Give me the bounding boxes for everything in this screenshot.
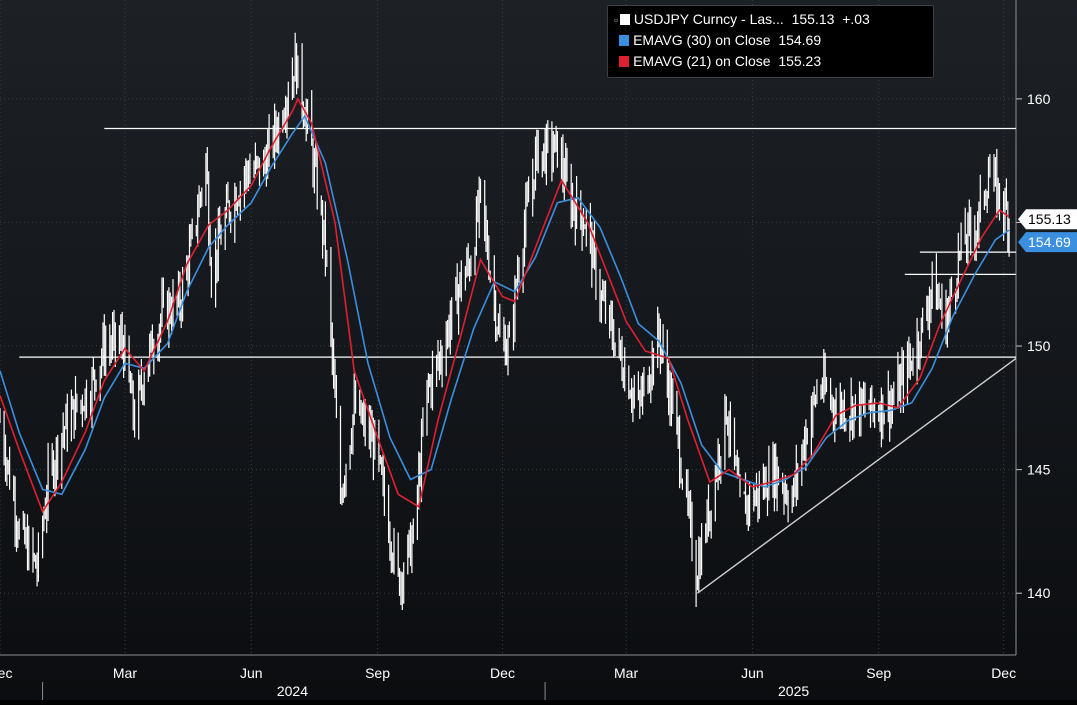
x-tick-label: Sep [866, 665, 891, 681]
x-tick-label: Mar [614, 665, 638, 681]
legend-item-price: ▫ USDJPY Curncy - Las... 155.13 +.03 [614, 9, 870, 29]
legend-tree-icon [614, 36, 617, 48]
legend-swatch-ema21 [619, 56, 630, 67]
legend-swatch-price [619, 14, 630, 25]
legend-label-ema30: EMAVG (30) on Close [633, 32, 771, 48]
ema30-last-tag-bg [1018, 232, 1077, 253]
year-label: 2024 [277, 683, 308, 699]
y-tick-label: 140 [1027, 585, 1051, 601]
legend-label-ema21: EMAVG (21) on Close [633, 53, 771, 69]
legend-label-price: USDJPY Curncy - Las... [633, 11, 784, 27]
legend-value-ema21: 155.23 [778, 53, 822, 69]
x-tick-label: Dec [991, 665, 1016, 681]
y-tick-label: 145 [1027, 462, 1051, 478]
x-tick-label: Dec [0, 665, 12, 681]
legend-tree-icon [614, 57, 617, 69]
price-bars [0, 32, 1010, 610]
ema30-line [0, 114, 1010, 496]
x-tick-label: Sep [365, 665, 390, 681]
legend-tree-icon: ▫ [614, 15, 618, 27]
legend-swatch-ema30 [619, 35, 630, 46]
support-trend-line [697, 357, 1017, 594]
x-tick-label: Jun [741, 665, 764, 681]
legend-change-price: +.03 [842, 11, 870, 27]
price-last-tag-bg [1018, 209, 1077, 230]
legend-item-ema21: EMAVG (21) on Close 155.23 [614, 51, 821, 71]
legend-item-ema30: EMAVG (30) on Close 154.69 [614, 30, 821, 50]
ema21-line [0, 97, 1010, 514]
price-last-tag-label: 155.13 [1028, 211, 1071, 227]
x-tick-label: Mar [113, 665, 137, 681]
year-label: 2025 [778, 683, 809, 699]
y-tick-label: 160 [1027, 91, 1051, 107]
legend-value-ema30: 154.69 [778, 32, 822, 48]
legend-value-price: 155.13 [791, 11, 835, 27]
x-tick-label: Dec [490, 665, 515, 681]
y-tick-label: 150 [1027, 338, 1051, 354]
x-tick-label: Jun [240, 665, 263, 681]
chart-legend: ▫ USDJPY Curncy - Las... 155.13 +.03 EMAV… [607, 5, 934, 78]
ema30-last-tag-label: 154.69 [1028, 234, 1071, 250]
